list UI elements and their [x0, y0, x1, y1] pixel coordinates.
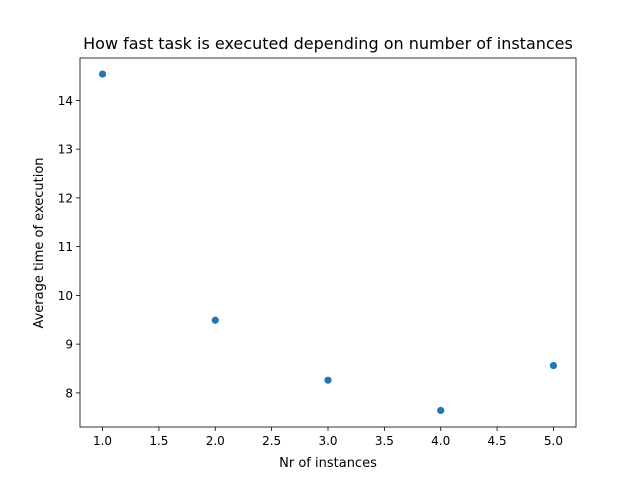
x-tick-label: 2.0 [206, 434, 225, 448]
y-tick-label: 9 [65, 338, 73, 352]
y-axis-label: Average time of execution [32, 157, 47, 328]
x-axis-label: Nr of instances [279, 456, 377, 471]
y-tick-label: 8 [65, 386, 73, 400]
data-points [99, 70, 557, 414]
scatter-point [212, 317, 219, 324]
x-tick-label: 5.0 [544, 434, 563, 448]
y-tick-label: 14 [58, 94, 73, 108]
x-tick-label: 1.0 [93, 434, 112, 448]
plot-frame [80, 58, 576, 427]
scatter-point [99, 70, 106, 77]
scatter-point [324, 377, 331, 384]
y-tick-label: 11 [58, 240, 73, 254]
x-tick-label: 3.0 [318, 434, 337, 448]
y-tick-label: 12 [58, 191, 73, 205]
y-tick-label: 13 [58, 143, 73, 157]
y-tick-label: 10 [58, 289, 73, 303]
x-tick-label: 2.5 [262, 434, 281, 448]
x-tick-label: 3.5 [375, 434, 394, 448]
y-axis-ticks: 8 9 10 11 12 13 14 [58, 94, 80, 400]
x-axis-ticks: 1.0 1.5 2.0 2.5 3.0 3.5 4.0 4.5 5.0 [93, 427, 563, 448]
scatter-point [550, 362, 557, 369]
x-tick-label: 4.0 [431, 434, 450, 448]
plot-area [80, 58, 576, 427]
x-tick-label: 4.5 [488, 434, 507, 448]
x-tick-label: 1.5 [149, 434, 168, 448]
scatter-point [437, 407, 444, 414]
chart-title: How fast task is executed depending on n… [83, 34, 573, 53]
